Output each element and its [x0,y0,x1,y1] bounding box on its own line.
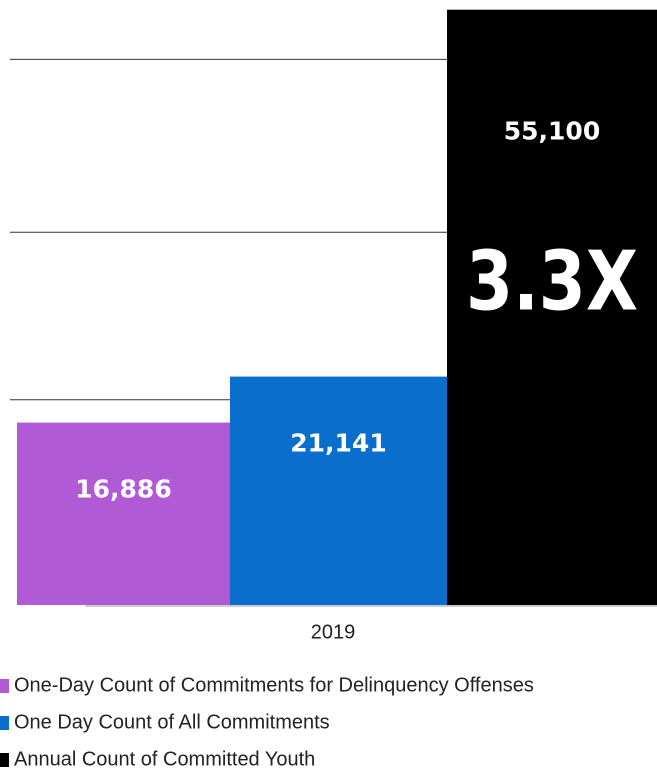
legend-label: One Day Count of All Commitments [14,711,330,733]
x-tick-label: 2019 [311,621,356,643]
bar [447,9,657,606]
bar [17,422,230,605]
legend: One-Day Count of Commitments for Delinqu… [0,674,534,770]
legend-swatch [0,753,9,767]
legend-label: Annual Count of Committed Youth [14,748,315,770]
legend-swatch [0,679,9,693]
annotation: 3.3X [466,234,638,329]
labels: 2019 16,886 21,141 55,100 3.3X [75,117,638,644]
bars [17,9,657,606]
legend-swatch [0,716,9,730]
legend-label: One-Day Count of Commitments for Delinqu… [14,674,534,696]
value-label: 55,100 [504,117,600,146]
value-label: 21,141 [290,429,386,458]
value-label: 16,886 [75,475,171,504]
bar [230,376,447,605]
